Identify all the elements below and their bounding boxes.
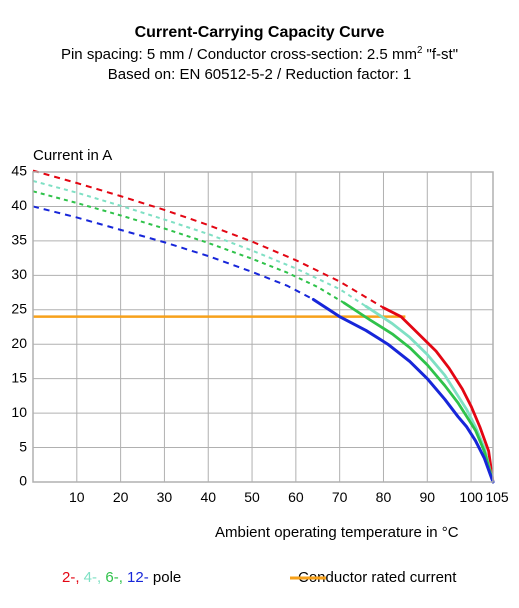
chart-title-sub1-prefix: Pin spacing: 5 mm / Conductor cross-sect… xyxy=(61,46,417,63)
legend-pole-label: 6-, xyxy=(101,569,123,586)
legend-pole-suffix: pole xyxy=(149,569,182,586)
y-tick-label: 45 xyxy=(11,163,27,179)
x-tick-label: 40 xyxy=(200,489,216,505)
x-axis-title: Ambient operating temperature in °C xyxy=(215,524,459,541)
chart-title-sub1-suffix: "f-st" xyxy=(422,46,458,63)
y-tick-label: 10 xyxy=(11,404,27,420)
x-tick-label: 90 xyxy=(419,489,435,505)
y-tick-label: 40 xyxy=(11,197,27,213)
chart-title-block: Current-Carrying Capacity Curve Pin spac… xyxy=(0,0,519,85)
chart-title-sub2: Based on: EN 60512-5-2 / Reduction facto… xyxy=(0,65,519,85)
chart-plot: 0 5 10 15 20 25 30 35 40 45 10 20 30 40 50 60 70 80 90 1001… xyxy=(0,162,513,510)
legend-pole-label: 4-, xyxy=(80,569,102,586)
legend-poles: 2-, 4-, 6-, 12- pole xyxy=(62,569,181,586)
y-tick-label: 20 xyxy=(11,335,27,351)
chart-title-sub1: Pin spacing: 5 mm / Conductor cross-sect… xyxy=(0,44,519,65)
y-tick-label: 35 xyxy=(11,232,27,248)
legend-rated-current: Conductor rated current xyxy=(290,569,456,586)
x-tick-label: 105 xyxy=(485,489,509,505)
y-tick-label: 0 xyxy=(19,473,27,489)
x-tick-label: 70 xyxy=(332,489,348,505)
y-tick-label: 15 xyxy=(11,369,27,385)
x-tick-label: 100 xyxy=(459,489,483,505)
legend-pole-label: 12- xyxy=(123,569,149,586)
x-tick-label: 20 xyxy=(113,489,129,505)
legend-pole-label: 2-, xyxy=(62,569,80,586)
x-tick-label: 80 xyxy=(376,489,392,505)
y-tick-label: 5 xyxy=(19,438,27,454)
x-tick-label: 50 xyxy=(244,489,260,505)
x-tick-label: 60 xyxy=(288,489,304,505)
x-tick-label: 10 xyxy=(69,489,85,505)
y-tick-label: 25 xyxy=(11,300,27,316)
chart-title-main: Current-Carrying Capacity Curve xyxy=(0,22,519,44)
y-tick-label: 30 xyxy=(11,266,27,282)
legend-rated-line-icon xyxy=(290,571,330,585)
x-tick-label: 30 xyxy=(157,489,173,505)
